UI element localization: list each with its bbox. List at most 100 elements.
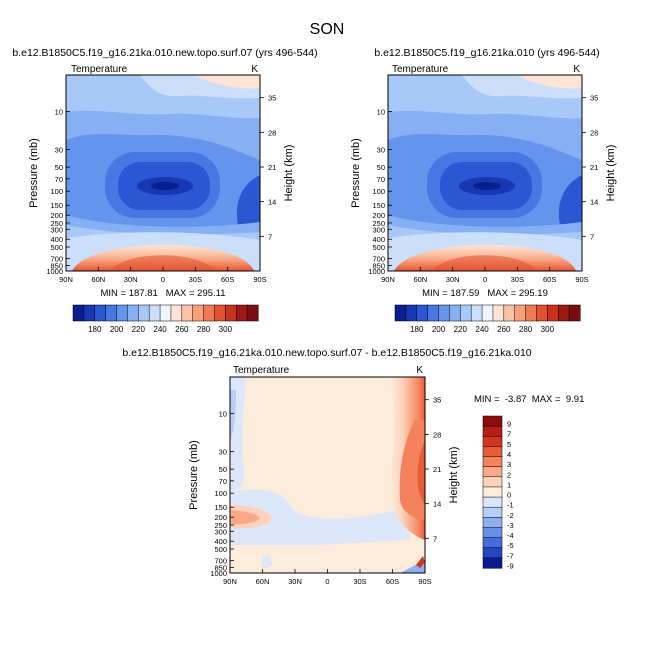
x-tick-label: 30N — [446, 275, 460, 284]
height-tick-label: 7 — [590, 232, 594, 241]
panel-left-units: K — [251, 64, 258, 75]
colorbar-swatch — [105, 304, 118, 322]
panel-left-colorbar: 180 200 220 240 260 280 300 — [72, 304, 259, 334]
panel-right-min: MIN = 187.59 — [422, 288, 479, 299]
colorbar-swatch — [482, 496, 503, 508]
y-tick-label: 50 — [219, 465, 227, 474]
height-tick-label: 7 — [433, 534, 437, 543]
x-tick-label: 60S — [386, 577, 399, 586]
panel-left-min-max: MIN = 187.81 MAX = 295.11 — [100, 288, 225, 299]
colorbar-swatch — [525, 304, 538, 322]
colorbar-swatch — [246, 304, 259, 322]
height-tick-label: 7 — [268, 232, 272, 241]
colorbar-swatch — [503, 304, 516, 322]
contour-core — [236, 175, 260, 232]
y-tick-label: 150 — [50, 201, 63, 210]
x-tick-label: 30S — [353, 577, 366, 586]
panel-left-max: MAX = 295.11 — [166, 288, 226, 299]
panel-left: b.e12.B1850C5.f19_g16.21ka.010.new.topo.… — [12, 47, 317, 334]
colorbar-swatch — [482, 506, 503, 518]
colorbar-swatch — [482, 425, 503, 437]
panel-left-contours — [66, 75, 260, 271]
colorbar-label: 240 — [153, 325, 167, 334]
colorbar-swatch — [492, 304, 505, 322]
panel-diff-rticks: 35 28 21 14 7 — [425, 396, 441, 543]
colorbar-label: -5 — [507, 541, 514, 550]
height-tick-label: 21 — [268, 163, 276, 172]
colorbar-swatch — [83, 304, 96, 322]
y-tick-label: 850 — [50, 261, 63, 270]
y-tick-label: 250 — [50, 219, 63, 228]
y-tick-label: 200 — [214, 513, 227, 522]
x-tick-label: 90N — [59, 275, 73, 284]
x-tick-label: 90N — [381, 275, 395, 284]
x-tick-label: 60S — [221, 275, 234, 284]
contour-band — [265, 377, 382, 481]
contour-band — [517, 75, 582, 89]
colorbar-swatch — [427, 304, 440, 322]
panel-right-title: b.e12.B1850C5.f19_g16.21ka.010 (yrs 496-… — [374, 47, 599, 59]
y-tick-label: 10 — [219, 409, 227, 418]
panel-diff-variable: Temperature — [233, 365, 290, 376]
colorbar-swatch — [405, 304, 418, 322]
colorbar-swatch — [138, 304, 150, 322]
x-tick-label: 0 — [161, 275, 165, 284]
panel-left-ylabel: Pressure (mb) — [28, 138, 40, 208]
colorbar-swatch — [547, 304, 559, 322]
panel-right-ylabel-right: Height (km) — [605, 145, 617, 202]
y-tick-label: 10 — [55, 107, 63, 116]
contour-band — [195, 75, 260, 89]
colorbar-label: 3 — [507, 460, 511, 469]
contour-band — [110, 255, 215, 271]
y-tick-label: 70 — [219, 477, 227, 486]
height-tick-label: 28 — [433, 430, 441, 439]
colorbar-swatch — [482, 557, 503, 569]
y-tick-label: 70 — [377, 175, 385, 184]
colorbar-label: 220 — [454, 325, 468, 334]
colorbar-swatch — [557, 304, 570, 322]
colorbar-swatch — [482, 476, 503, 488]
colorbar-swatch — [482, 527, 503, 539]
y-tick-label: 30 — [55, 145, 63, 154]
colorbar-swatch — [482, 415, 503, 427]
colorbar-label: -9 — [507, 561, 514, 570]
panel-diff-xticks: 90N 60N 30N 0 30S 60S 90S — [223, 569, 432, 586]
colorbar-swatch — [203, 304, 216, 322]
colorbar-label: 240 — [475, 325, 489, 334]
y-tick-label: 300 — [214, 527, 227, 536]
panel-left-variable: Temperature — [71, 64, 128, 75]
colorbar-label: 300 — [219, 325, 233, 334]
colorbar-label: 280 — [197, 325, 211, 334]
panel-left-title: b.e12.B1850C5.f19_g16.21ka.010.new.topo.… — [12, 47, 317, 59]
y-tick-label: 700 — [214, 557, 227, 566]
height-tick-label: 21 — [590, 163, 598, 172]
y-tick-label: 1000 — [368, 267, 385, 276]
contour-band — [432, 255, 537, 271]
colorbar-label: 200 — [110, 325, 124, 334]
colorbar-swatch — [235, 304, 248, 322]
height-tick-label: 14 — [433, 500, 441, 509]
colorbar-label: 5 — [507, 440, 511, 449]
y-tick-label: 70 — [55, 175, 63, 184]
colorbar-label: 260 — [497, 325, 511, 334]
panel-right-rticks: 35 28 21 14 7 — [582, 94, 598, 241]
panel-right-min-max: MIN = 187.59 MAX = 295.19 — [422, 288, 548, 299]
colorbar-swatch — [482, 456, 503, 468]
figure-title: SON — [310, 21, 345, 38]
y-tick-label: 500 — [50, 243, 63, 252]
panel-left-min: MIN = 187.81 — [100, 288, 157, 299]
colorbar-label: 4 — [507, 450, 511, 459]
colorbar-swatch — [159, 304, 172, 322]
y-tick-label: 500 — [214, 545, 227, 554]
colorbar-swatch — [481, 304, 494, 322]
colorbar-swatch — [72, 304, 85, 322]
x-tick-label: 90S — [575, 275, 588, 284]
x-tick-label: 30S — [511, 275, 524, 284]
panel-diff: b.e12.B1850C5.f19_g16.21ka.010.new.topo.… — [122, 347, 584, 586]
colorbar-swatch — [568, 304, 581, 322]
y-tick-label: 500 — [372, 243, 385, 252]
y-tick-label: 850 — [214, 563, 227, 572]
x-tick-label: 90S — [418, 577, 431, 586]
contour-band — [230, 545, 320, 560]
